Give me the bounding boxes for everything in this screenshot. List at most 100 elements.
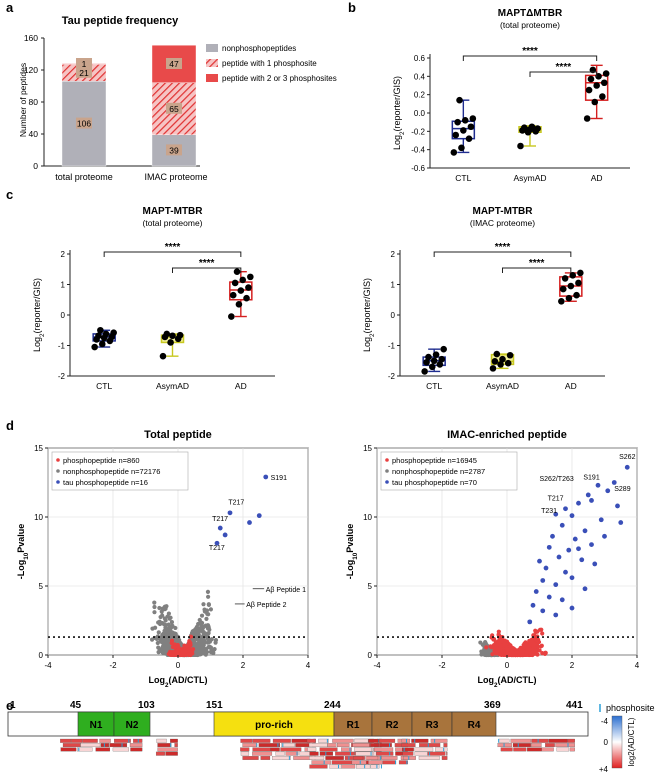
bar-value-box — [76, 66, 92, 78]
scatter-point — [157, 620, 162, 625]
sig-bracket — [502, 267, 572, 273]
annotation-label: S262 — [619, 454, 635, 461]
scatter-point — [502, 638, 507, 643]
y-axis-label: Log2(reporter/GIS) — [392, 76, 406, 150]
legend-label-2site: peptide with 2 or 3 phosphosites — [222, 74, 337, 83]
peptide-segment — [311, 760, 331, 765]
peptide-segment — [414, 747, 434, 752]
peptide-segment — [258, 743, 281, 748]
scatter-point — [204, 646, 209, 652]
scatter-point — [478, 640, 483, 645]
legend-marker — [56, 480, 60, 484]
sig-stars: **** — [529, 258, 545, 269]
peptide-segment — [270, 747, 280, 752]
data-point — [430, 357, 438, 365]
domain-label-r1: R1 — [347, 720, 360, 731]
data-point — [558, 297, 565, 305]
sig-stars: **** — [165, 242, 181, 253]
sig-stars: **** — [199, 258, 215, 269]
peptide-segment — [62, 743, 81, 748]
scatter-point — [537, 648, 542, 653]
scatter-point — [497, 635, 502, 640]
scatter-point — [512, 651, 517, 656]
x-tick-label: CTL — [426, 381, 442, 391]
legend-box — [51, 451, 189, 491]
scatter-point — [180, 649, 185, 654]
scatter-point — [496, 629, 501, 634]
scatter-point — [150, 626, 155, 631]
panel-d-total-volcano: Total peptide -4 -2 0 2 4 0 5 10 15 Log2(AD/CTL) -L… — [16, 429, 311, 689]
peptide-segment — [112, 747, 130, 752]
peptide-segment — [319, 751, 334, 756]
peptide-segment — [281, 743, 295, 748]
peptide-segment — [100, 743, 110, 748]
phosphosite-legend-label: phosphosite — [606, 703, 655, 713]
y-tick-label: 0.6 — [414, 54, 426, 63]
x-tick-label: -4 — [373, 661, 381, 670]
scatter-point — [190, 651, 195, 656]
peptide-segment — [95, 747, 111, 752]
colorbar-tick-pos: +4 — [599, 765, 609, 774]
peptide-segment — [381, 756, 398, 760]
scatter-point — [204, 616, 209, 622]
y-tick-label: 10 — [363, 513, 372, 522]
peptide-segment — [351, 760, 367, 765]
bar-value-box — [166, 102, 182, 114]
scatter-point — [163, 648, 168, 653]
panel-d-imac-volcano: IMAC-enriched peptide -4 -2 0 2 4 0 5 10 15 Log2(A… — [345, 429, 640, 689]
domain-n1 — [77, 711, 115, 737]
y-tick-label: 15 — [363, 444, 372, 453]
data-point — [559, 285, 567, 293]
annotation-label: T231 — [541, 508, 557, 515]
scatter-point — [156, 630, 161, 635]
tau-phosphopeptide-point — [540, 578, 546, 583]
scatter-point — [182, 652, 187, 657]
y-axis-label: Log2(reporter/GIS) — [32, 278, 46, 352]
data-point — [423, 358, 430, 366]
scatter-point — [491, 637, 497, 642]
domain-r3 — [411, 711, 453, 737]
x-tick-label: -2 — [438, 661, 446, 670]
data-point — [428, 363, 436, 371]
domain-r2 — [371, 711, 413, 737]
peptide-segment — [341, 764, 356, 769]
bar-value-label: 39 — [169, 145, 179, 155]
tau-phosphopeptide-point — [533, 589, 539, 594]
peptide-segment — [332, 738, 354, 743]
domain-label-n1: N1 — [90, 720, 103, 731]
scatter-point — [161, 631, 166, 636]
x-tick-label: -2 — [109, 661, 117, 670]
peptide-segment — [99, 738, 111, 743]
peptide-segment — [252, 751, 273, 756]
data-point — [567, 282, 575, 290]
y-tick-label: 2 — [61, 250, 66, 259]
scatter-point — [204, 624, 209, 629]
sig-stars: **** — [522, 46, 538, 57]
peptide-segment — [155, 751, 165, 756]
scatter-point — [503, 642, 509, 648]
x-tick-label: AsymAD — [486, 381, 519, 391]
domain-label-n2: N2 — [126, 720, 139, 731]
y-tick-label: 5 — [39, 582, 44, 591]
data-point — [159, 352, 167, 360]
data-point — [534, 125, 541, 132]
scatter-point — [163, 625, 169, 631]
peptide-segment — [441, 756, 448, 760]
peptide-segment — [513, 747, 527, 752]
peptide-segment — [497, 743, 512, 748]
x-tick-label: 0 — [176, 661, 181, 670]
tau-phosphopeptide-point — [263, 474, 269, 480]
scatter-point — [156, 645, 161, 650]
peptide-segment — [280, 747, 302, 752]
peptide-segment — [370, 764, 380, 769]
tau-phosphopeptide-point — [227, 510, 233, 516]
data-point — [167, 339, 174, 346]
peptide-segment — [242, 756, 259, 760]
annotation-label: T217 — [548, 495, 564, 502]
scatter-point — [197, 617, 202, 623]
peptide-segment — [60, 738, 72, 743]
legend-label-nonphospho: nonphosphopeptides — [222, 44, 296, 53]
tau-phosphopeptide-point — [615, 503, 620, 509]
data-point — [102, 330, 110, 338]
tau-phosphopeptide-point — [624, 464, 630, 470]
